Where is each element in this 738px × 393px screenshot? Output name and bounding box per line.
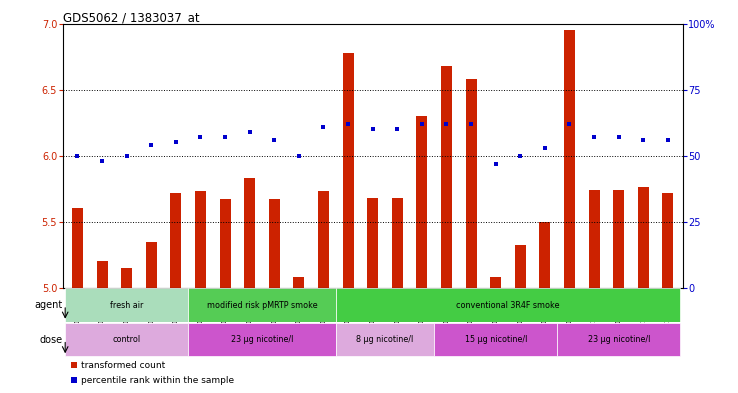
Point xyxy=(244,129,255,135)
Bar xyxy=(294,277,305,288)
Point xyxy=(638,137,649,143)
Text: 8 μg nicotine/l: 8 μg nicotine/l xyxy=(356,335,413,344)
Bar xyxy=(170,193,182,288)
Bar xyxy=(490,277,501,288)
Point xyxy=(317,123,329,130)
Point xyxy=(468,309,480,315)
Bar xyxy=(121,268,132,288)
Bar xyxy=(65,288,188,321)
Bar xyxy=(336,288,680,321)
Point xyxy=(468,171,480,178)
Text: conventional 3R4F smoke: conventional 3R4F smoke xyxy=(456,301,559,310)
Point xyxy=(293,152,305,159)
Text: dose: dose xyxy=(40,334,63,345)
Bar xyxy=(269,199,280,288)
Point xyxy=(564,121,576,127)
Text: 23 μg nicotine/l: 23 μg nicotine/l xyxy=(231,335,293,344)
Point xyxy=(588,134,600,140)
Text: control: control xyxy=(113,335,141,344)
Point xyxy=(514,152,526,159)
Text: 23 μg nicotine/l: 23 μg nicotine/l xyxy=(587,335,650,344)
Text: transformed count: transformed count xyxy=(81,361,165,370)
Bar xyxy=(145,242,156,288)
Bar xyxy=(195,191,206,288)
Point xyxy=(367,126,379,132)
Point xyxy=(195,134,207,140)
Point xyxy=(416,121,428,127)
Bar xyxy=(557,323,680,356)
Point xyxy=(72,152,83,159)
Point xyxy=(490,160,502,167)
Text: agent: agent xyxy=(35,300,63,310)
Bar xyxy=(97,261,108,288)
Text: modified risk pMRTP smoke: modified risk pMRTP smoke xyxy=(207,301,317,310)
Point xyxy=(121,152,133,159)
Point xyxy=(539,145,551,151)
Point xyxy=(613,134,624,140)
Bar xyxy=(392,198,403,288)
Bar xyxy=(188,323,336,356)
Point xyxy=(441,121,452,127)
Point xyxy=(662,137,674,143)
Text: GDS5062 / 1383037_at: GDS5062 / 1383037_at xyxy=(63,11,199,24)
Text: percentile rank within the sample: percentile rank within the sample xyxy=(81,376,235,385)
Bar xyxy=(318,191,329,288)
Bar xyxy=(589,190,599,288)
Bar xyxy=(466,79,477,288)
Bar xyxy=(638,187,649,288)
Point xyxy=(342,121,354,127)
Point xyxy=(465,121,477,127)
Bar xyxy=(613,190,624,288)
Bar xyxy=(336,323,434,356)
Bar xyxy=(434,323,557,356)
Text: 15 μg nicotine/l: 15 μg nicotine/l xyxy=(464,335,527,344)
Point xyxy=(269,137,280,143)
Bar xyxy=(367,198,378,288)
Bar xyxy=(65,323,188,356)
Bar xyxy=(416,116,427,288)
Point xyxy=(170,139,182,145)
Bar xyxy=(342,53,354,288)
Point xyxy=(145,142,157,148)
Bar xyxy=(72,209,83,288)
Point xyxy=(391,126,403,132)
Point xyxy=(96,158,108,164)
Text: fresh air: fresh air xyxy=(110,301,143,310)
Bar xyxy=(220,199,230,288)
Bar xyxy=(441,66,452,288)
Bar xyxy=(564,30,575,288)
Bar xyxy=(244,178,255,288)
Bar xyxy=(662,193,673,288)
Bar xyxy=(514,246,525,288)
Point xyxy=(219,134,231,140)
Bar xyxy=(188,288,336,321)
Bar xyxy=(539,222,551,288)
